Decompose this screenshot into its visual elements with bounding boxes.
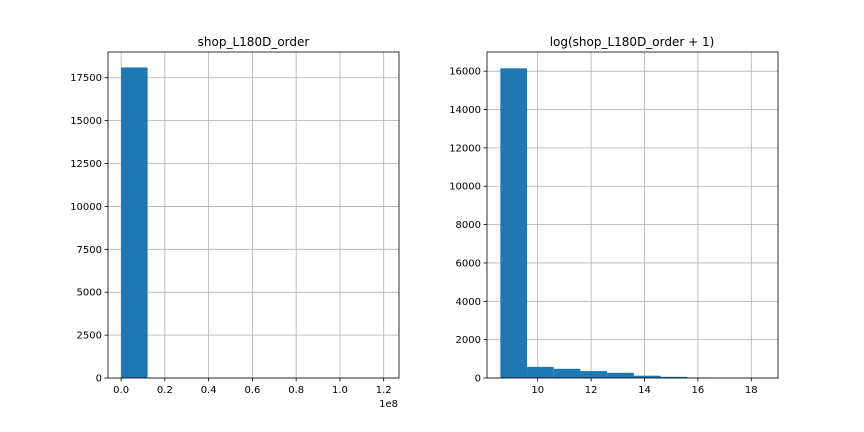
histogram-log-y-tick-label: 0	[475, 374, 481, 385]
histogram-raw-y-tick-label: 12500	[70, 159, 102, 170]
histogram-raw-panel: shop_L180D_order 1e8 0.0 0.2 0.4 0.6 0.8 1.0 1…	[70, 35, 400, 410]
histogram-log-y-tick-label: 16000	[449, 67, 481, 78]
histogram-log-y-tick-label: 8000	[456, 220, 481, 231]
histogram-raw-y-tick-label: 2500	[77, 331, 102, 342]
histogram-raw-y-tick-label: 5000	[77, 288, 102, 299]
histogram-log-x-tick-label: 16	[692, 385, 705, 396]
histogram-raw-x-tick-label: 0.2	[157, 385, 173, 396]
histogram-log-y-tick-label: 10000	[449, 182, 481, 193]
histogram-log-bar	[500, 68, 528, 379]
histogram-log-x-tick-label: 12	[585, 385, 598, 396]
histogram-log-x-tick-label: 14	[638, 385, 651, 396]
histogram-log-bar	[633, 375, 661, 378]
histogram-raw-bar	[121, 67, 148, 378]
histogram-raw-x-tick-label: 0.8	[288, 385, 304, 396]
histogram-log-bar	[580, 371, 608, 378]
histogram-log-y-tick-label: 14000	[449, 105, 481, 116]
histogram-raw-x-offset-label: 1e8	[379, 399, 398, 410]
histogram-log-x-tick-label: 18	[745, 385, 758, 396]
histogram-log-bar	[553, 368, 581, 378]
histogram-raw-y-tick-label: 7500	[77, 245, 102, 256]
histogram-log-y-tick-label: 12000	[449, 143, 481, 154]
histogram-raw-x-tick-label: 0.6	[244, 385, 260, 396]
histogram-raw-x-tick-label: 1.0	[332, 385, 348, 396]
histogram-raw-y-tick-label: 0	[96, 374, 102, 385]
histogram-log-title: log(shop_L180D_order + 1)	[550, 35, 715, 49]
histogram-raw-x-tick-label: 1.2	[376, 385, 392, 396]
histogram-raw-axes-frame	[107, 51, 400, 379]
histogram-log-bar	[660, 376, 688, 378]
histogram-log-bar	[607, 372, 634, 378]
histogram-raw-title: shop_L180D_order	[198, 35, 310, 49]
histogram-raw-x-tick-label: 0.4	[201, 385, 217, 396]
histogram-log-y-tick-label: 4000	[456, 297, 481, 308]
histogram-log-panel: log(shop_L180D_order + 1) 10 12 14 16 18 0 200…	[449, 35, 779, 396]
histogram-log-y-tick-label: 6000	[456, 258, 481, 269]
histogram-raw-y-tick-label: 17500	[70, 73, 102, 84]
histogram-raw-x-tick-label: 0.0	[113, 385, 129, 396]
histogram-log-axes-frame	[486, 51, 779, 379]
histogram-log-x-tick-label: 10	[531, 385, 544, 396]
histogram-raw-y-tick-label: 15000	[70, 116, 102, 127]
histogram-raw-y-tick-label: 10000	[70, 202, 102, 213]
histogram-log-bar	[527, 366, 554, 378]
histogram-log-y-tick-label: 2000	[456, 335, 481, 346]
